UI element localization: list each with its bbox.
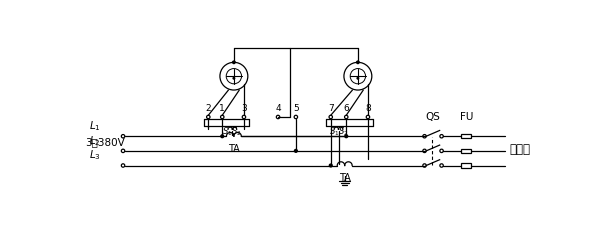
Text: QS: QS <box>425 112 440 122</box>
Circle shape <box>233 61 235 64</box>
Text: FU: FU <box>460 112 473 122</box>
Text: 7: 7 <box>328 104 334 113</box>
Text: $S_1S_2$: $S_1S_2$ <box>221 126 241 138</box>
Text: TA: TA <box>339 173 350 183</box>
Circle shape <box>295 150 297 152</box>
Circle shape <box>356 61 359 64</box>
Circle shape <box>233 77 235 79</box>
Text: $L_2$: $L_2$ <box>89 134 101 148</box>
Text: 5: 5 <box>293 104 299 113</box>
Text: 接负载: 接负载 <box>509 143 530 156</box>
Circle shape <box>221 135 224 138</box>
Text: 3: 3 <box>241 104 247 113</box>
Text: $L_3$: $L_3$ <box>89 149 101 162</box>
Circle shape <box>357 77 359 79</box>
Text: $S_1S_2$: $S_1S_2$ <box>329 126 349 138</box>
Text: $L_1$: $L_1$ <box>89 119 101 133</box>
Circle shape <box>345 135 347 138</box>
Text: 6: 6 <box>343 104 349 113</box>
Text: 1: 1 <box>220 104 225 113</box>
Text: 2: 2 <box>205 104 211 113</box>
Text: 4: 4 <box>275 104 281 113</box>
Text: 3～380V: 3～380V <box>85 137 125 147</box>
Text: TA: TA <box>228 144 240 154</box>
Text: 8: 8 <box>365 104 371 113</box>
Circle shape <box>329 164 332 167</box>
